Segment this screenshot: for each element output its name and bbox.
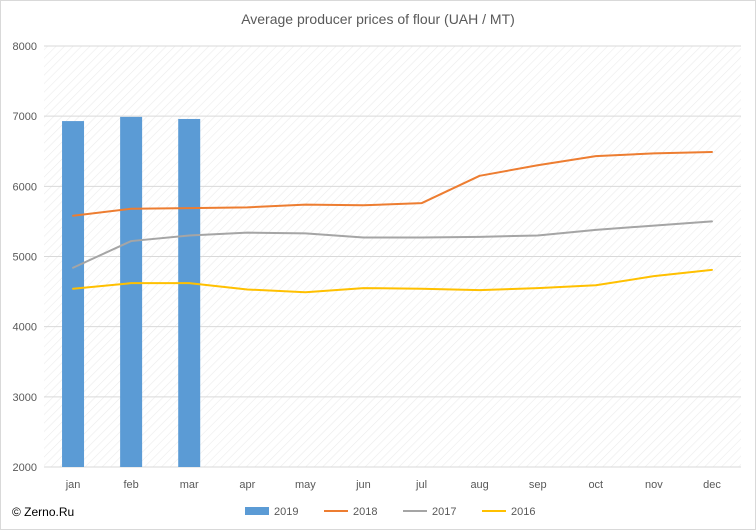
bar-2019-jan [62, 121, 85, 467]
x-tick-label: oct [588, 479, 603, 491]
line-series-2016 [72, 268, 713, 294]
legend-label-2017: 2017 [432, 506, 456, 518]
legend-swatch-2019 [245, 507, 269, 515]
line-series [72, 150, 713, 294]
legend-label-2019: 2019 [274, 506, 298, 518]
bar-series [62, 116, 201, 468]
bar-2019-feb [120, 116, 143, 467]
gridlines [44, 45, 741, 468]
line-series-2017 [72, 220, 713, 269]
x-tick-label: dec [703, 479, 721, 491]
x-tick-label: feb [123, 479, 138, 491]
bar-2019-mar [178, 118, 201, 468]
y-tick-label: 4000 [13, 322, 37, 334]
x-tick-label: jul [415, 479, 427, 491]
y-axis-ticks: 2000 3000 4000 5000 6000 7000 8000 [13, 41, 37, 474]
y-tick-label: 2000 [13, 462, 37, 474]
y-tick-label: 3000 [13, 392, 37, 404]
chart-title: Average producer prices of flour (UAH / … [241, 11, 515, 27]
x-tick-label: mar [180, 479, 199, 491]
x-tick-label: jan [65, 479, 81, 491]
x-axis-ticks: jan feb mar apr may jun jul aug sep oct nov dec [65, 479, 722, 491]
y-tick-label: 8000 [13, 41, 37, 53]
legend: 2019 2018 2017 2016 [245, 506, 535, 518]
x-tick-label: aug [470, 479, 488, 491]
legend-label-2016: 2016 [511, 506, 535, 518]
x-tick-label: nov [645, 479, 663, 491]
x-tick-label: may [295, 479, 316, 491]
y-tick-label: 7000 [13, 111, 37, 123]
x-tick-label: jun [355, 479, 371, 491]
line-series-2018 [72, 150, 713, 217]
legend-label-2018: 2018 [353, 506, 377, 518]
x-tick-label: sep [529, 479, 547, 491]
copyright-text: © Zerno.Ru [12, 505, 75, 519]
y-tick-label: 5000 [13, 252, 37, 264]
y-tick-label: 6000 [13, 181, 37, 193]
x-tick-label: apr [239, 479, 255, 491]
